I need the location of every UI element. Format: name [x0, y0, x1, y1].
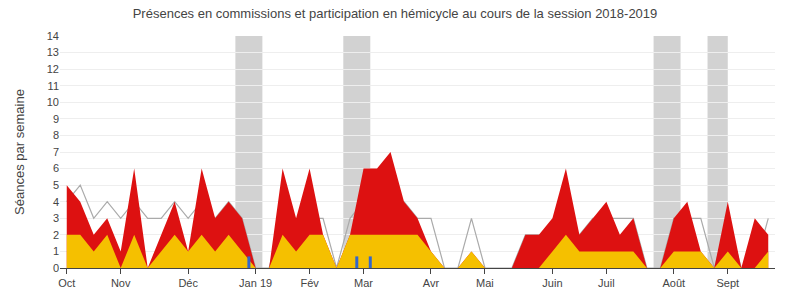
svg-text:Séances par semaine: Séances par semaine [12, 89, 27, 215]
svg-text:9: 9 [53, 113, 59, 125]
svg-text:3: 3 [53, 212, 59, 224]
svg-text:Avr: Avr [423, 277, 440, 289]
svg-text:Jan 19: Jan 19 [239, 277, 272, 289]
svg-text:7: 7 [53, 146, 59, 158]
svg-text:4: 4 [53, 196, 59, 208]
svg-text:14: 14 [47, 30, 59, 42]
svg-text:8: 8 [53, 129, 59, 141]
svg-text:Présences en commissions et pa: Présences en commissions et participatio… [133, 6, 658, 21]
svg-text:Nov: Nov [111, 277, 131, 289]
svg-text:Mar: Mar [354, 277, 373, 289]
svg-text:10: 10 [47, 96, 59, 108]
svg-text:1: 1 [53, 245, 59, 257]
svg-text:13: 13 [47, 46, 59, 58]
svg-text:Août: Août [662, 277, 685, 289]
svg-text:12: 12 [47, 63, 59, 75]
svg-text:Oct: Oct [58, 277, 75, 289]
svg-text:Sept: Sept [716, 277, 739, 289]
svg-text:2: 2 [53, 229, 59, 241]
svg-text:6: 6 [53, 162, 59, 174]
svg-text:Juil: Juil [598, 277, 615, 289]
svg-text:0: 0 [53, 262, 59, 274]
svg-text:Fév: Fév [300, 277, 319, 289]
svg-text:Déc: Déc [178, 277, 198, 289]
svg-text:Juin: Juin [542, 277, 562, 289]
svg-text:11: 11 [48, 80, 59, 92]
svg-text:Mai: Mai [476, 277, 494, 289]
svg-text:5: 5 [53, 179, 59, 191]
